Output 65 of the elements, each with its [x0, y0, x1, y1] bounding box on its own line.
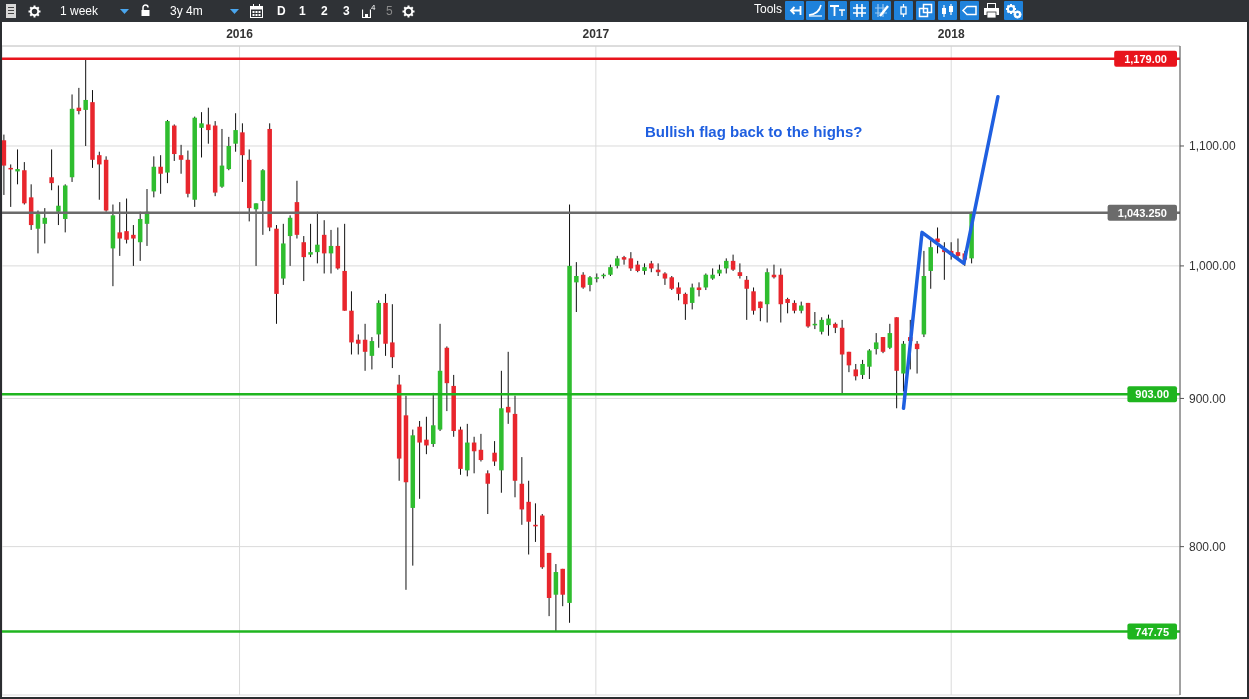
- text: 4: [371, 2, 376, 14]
- x-tick-label: 2017: [582, 27, 610, 41]
- ref-line-label: 747.75: [1135, 625, 1170, 638]
- candlestick: [621, 255, 627, 266]
- candlestick: [683, 292, 688, 321]
- candlestick: [485, 469, 491, 515]
- y-tick-label: 1,000.00: [1189, 259, 1237, 274]
- candlestick: [867, 348, 872, 380]
- candlestick: [15, 148, 20, 185]
- text: 1: [299, 4, 306, 18]
- text: D: [277, 4, 286, 18]
- x-tick-label: 2016: [226, 27, 254, 41]
- candlestick: [240, 122, 245, 183]
- annotation: Bullish flag back to the highs?: [645, 123, 863, 140]
- y-tick-label: 900.00: [1189, 391, 1227, 406]
- candlestick: [424, 416, 429, 455]
- candlestick: [826, 314, 831, 337]
- text: 1 week: [60, 4, 99, 18]
- candlestick: [117, 201, 122, 257]
- candlestick: [390, 303, 395, 369]
- candlestick: [56, 184, 61, 226]
- ref-line-label: 903.00: [1135, 388, 1170, 401]
- candlestick: [574, 261, 579, 313]
- candlestick: [308, 223, 313, 258]
- candlestick: [526, 480, 531, 556]
- candlestick: [587, 275, 593, 292]
- candlestick: [301, 235, 306, 282]
- x-tick-label: 2018: [937, 27, 965, 41]
- candlestick: [492, 440, 497, 467]
- candlestick: [83, 58, 88, 147]
- line-series: [901, 94, 1000, 411]
- candlestick: [369, 336, 375, 370]
- candlestick: [233, 112, 238, 153]
- text: 2: [321, 4, 328, 18]
- candlestick: [356, 333, 361, 355]
- candlestick: [199, 111, 204, 158]
- candlestick: [744, 275, 749, 321]
- candlestick: [662, 271, 668, 286]
- ref-line-label: 1,179.00: [1124, 52, 1168, 65]
- candlestick: [178, 144, 184, 175]
- candlestick: [315, 211, 320, 264]
- text: 5: [386, 4, 393, 18]
- candlestick: [696, 281, 702, 297]
- candlestick: [49, 148, 54, 191]
- candlestick: [689, 283, 695, 310]
- ref-line-label: 1,043.250: [1117, 206, 1167, 219]
- candlestick: [553, 563, 559, 633]
- candlestick: [873, 332, 879, 355]
- candlestick: [860, 359, 865, 380]
- candlestick: [124, 198, 129, 244]
- text: 3: [343, 4, 350, 18]
- candlestick: [158, 154, 163, 195]
- candlestick: [928, 238, 933, 290]
- candlestick: [417, 420, 422, 500]
- candlestick: [131, 224, 136, 267]
- text: 3y 4m: [170, 4, 203, 18]
- y-tick-label: 1,100.00: [1189, 139, 1237, 154]
- candlestick: [751, 286, 756, 316]
- candlestick: [505, 351, 511, 425]
- text: Tools: [754, 2, 783, 16]
- candlestick: [206, 107, 211, 145]
- candlestick: [887, 323, 893, 350]
- candlestick: [737, 262, 743, 280]
- candlestick: [97, 151, 102, 201]
- y-tick-label: 800.00: [1189, 539, 1227, 554]
